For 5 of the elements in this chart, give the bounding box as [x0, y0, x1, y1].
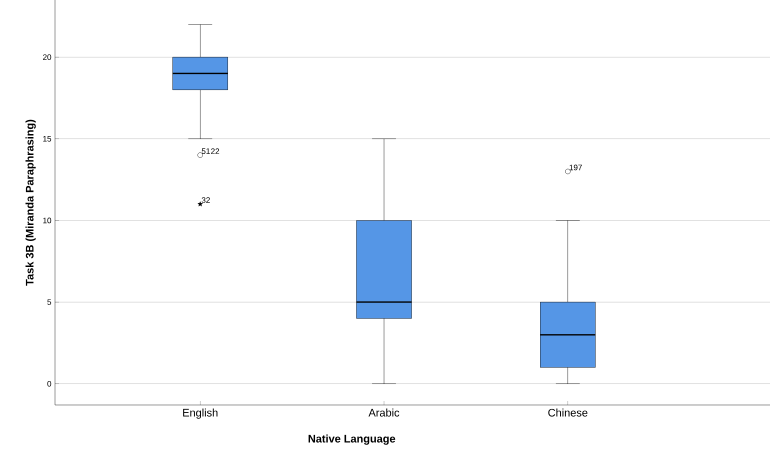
- y-axis-title: Task 3B (Miranda Paraphrasing): [26, 120, 36, 286]
- x-tick-label: Chinese: [548, 408, 588, 417]
- x-tick-label: Arabic: [368, 408, 400, 417]
- x-tick-label: English: [183, 408, 218, 419]
- x-axis-title: Native Language: [308, 434, 396, 445]
